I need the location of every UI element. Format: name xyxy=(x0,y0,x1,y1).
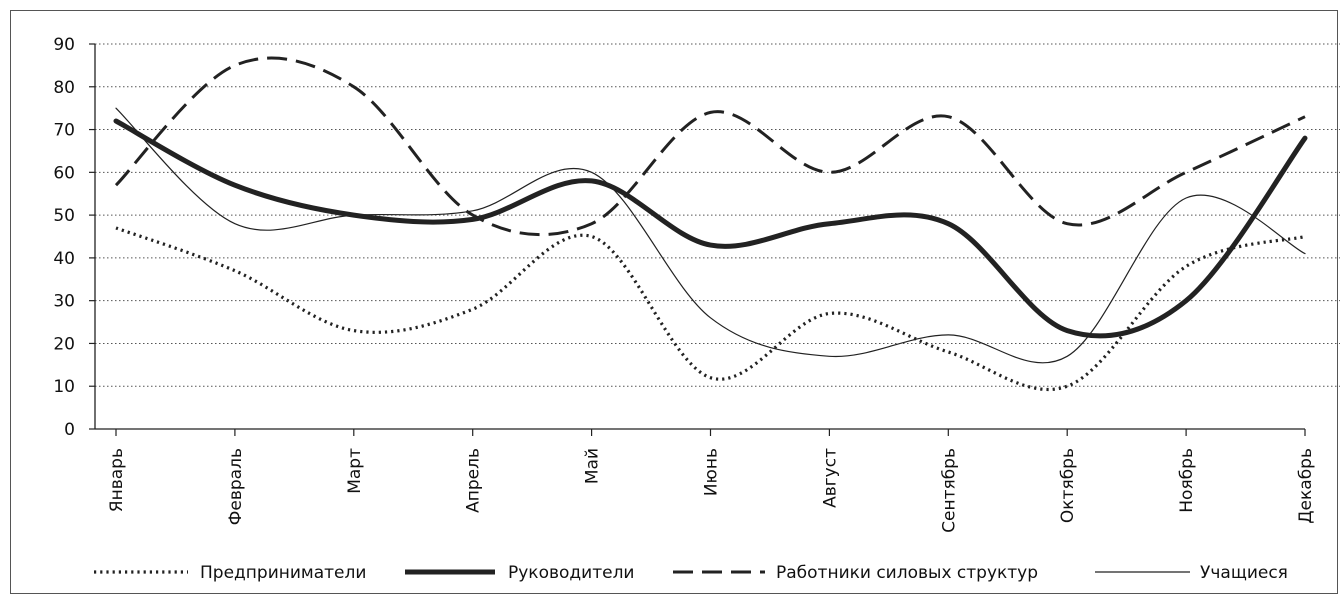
x-tick-label: Март xyxy=(345,448,365,494)
x-tick-label: Ноябрь xyxy=(1177,448,1197,513)
x-tick-label: Октябрь xyxy=(1058,448,1078,523)
x-tick-label: Февраль xyxy=(226,448,246,525)
series-line-2 xyxy=(113,118,1308,339)
y-tick-label: 90 xyxy=(53,35,75,55)
y-tick-label: 80 xyxy=(53,78,75,98)
y-tick-label: 30 xyxy=(53,292,75,312)
x-tick-label: Июнь xyxy=(702,448,722,496)
series-line-1 xyxy=(115,226,1306,392)
legend: Предприниматели Руководители Работники сил… xyxy=(94,563,1288,583)
y-tick-label: 0 xyxy=(64,420,75,440)
y-tick-label: 70 xyxy=(53,121,75,141)
legend-label: Предприниматели xyxy=(200,563,366,583)
x-tick-label: Август xyxy=(820,448,840,508)
legend-label: Руководители xyxy=(508,563,634,583)
gridlines xyxy=(95,43,1340,387)
series-line-3 xyxy=(114,56,1306,237)
x-axis-ticks: Январь Февраль Март Апрель Май Июнь Август Сент… xyxy=(107,429,1316,533)
legend-label: Учащиеся xyxy=(1200,563,1288,583)
axes xyxy=(94,44,1305,430)
y-tick-label: 10 xyxy=(53,377,75,397)
x-tick-label: Апрель xyxy=(464,448,484,513)
x-tick-label: Сентябрь xyxy=(939,448,959,533)
x-tick-label: Декабрь xyxy=(1296,448,1316,524)
y-tick-label: 40 xyxy=(53,249,75,269)
y-axis-ticks: 0 10 20 30 40 50 60 70 80 90 xyxy=(53,35,95,440)
x-tick-label: Май xyxy=(583,448,603,484)
y-tick-label: 50 xyxy=(53,206,75,226)
legend-label: Работники силовых структур xyxy=(776,563,1038,583)
series-lines xyxy=(113,56,1308,392)
chart-frame xyxy=(10,10,1338,594)
x-tick-label: Январь xyxy=(107,448,127,512)
y-tick-label: 20 xyxy=(53,334,75,354)
series-line-4 xyxy=(115,107,1306,364)
y-tick-label: 60 xyxy=(53,163,75,183)
